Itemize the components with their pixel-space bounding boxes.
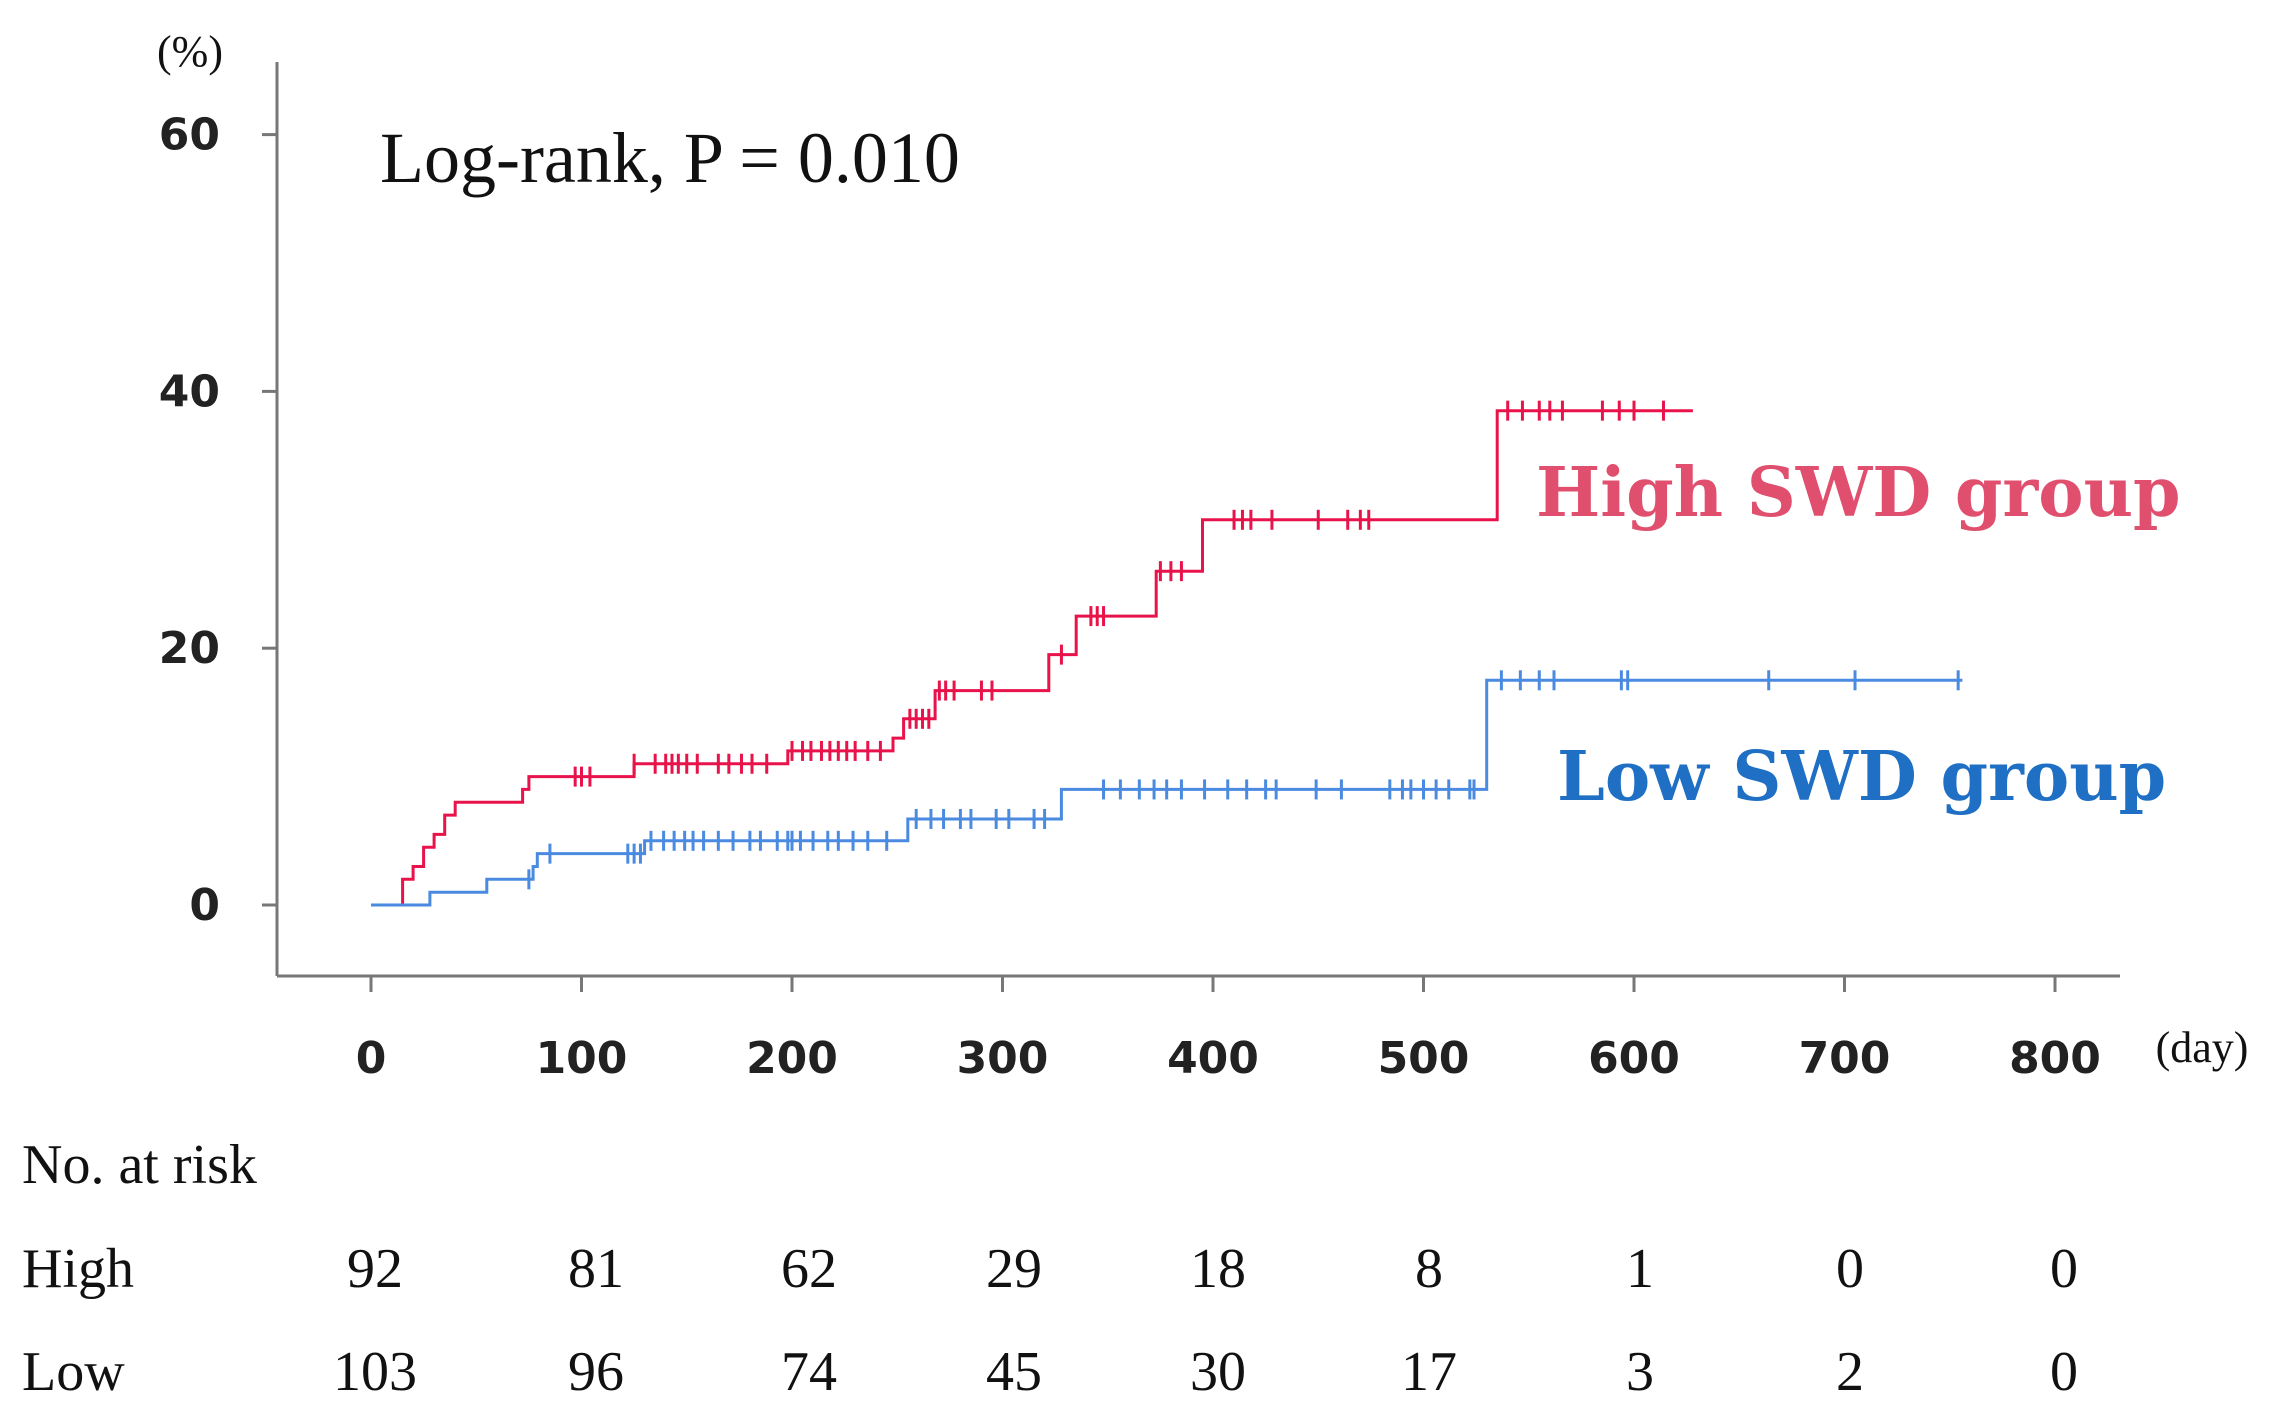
y-tick-label-40: 40 [159, 366, 220, 417]
risk-value-low-0: 103 [333, 1341, 417, 1403]
risk-value-high-1: 81 [568, 1238, 624, 1300]
series-line-high [371, 409, 1693, 907]
series-high [371, 400, 1693, 907]
y-unit-label: (%) [157, 27, 223, 76]
risk-value-low-8: 0 [2050, 1341, 2078, 1403]
x-tick-label-100: 100 [536, 1033, 628, 1084]
x-tick-label-600: 600 [1588, 1033, 1680, 1084]
risk-value-low-4: 30 [1190, 1341, 1246, 1403]
series-low [371, 670, 1963, 907]
risk-value-high-0: 92 [347, 1238, 403, 1300]
risk-table-title: No. at risk [22, 1134, 257, 1196]
risk-value-low-3: 45 [986, 1341, 1042, 1403]
risk-row-label-high: High [22, 1238, 134, 1300]
risk-value-high-3: 29 [986, 1238, 1042, 1300]
x-tick-label-500: 500 [1378, 1033, 1470, 1084]
axes [275, 62, 2120, 978]
x-tick-label-400: 400 [1167, 1033, 1259, 1084]
risk-value-high-8: 0 [2050, 1238, 2078, 1300]
series-label-low: Low SWD group [1557, 737, 2166, 817]
risk-value-high-2: 62 [781, 1238, 837, 1300]
x-tick-label-300: 300 [957, 1033, 1049, 1084]
y-tick-label-60: 60 [159, 110, 220, 161]
x-tick-label-800: 800 [2009, 1033, 2101, 1084]
risk-value-low-5: 17 [1401, 1341, 1457, 1403]
risk-value-high-7: 0 [1836, 1238, 1864, 1300]
x-ticks: 0 100 200 300 400 500 600 700 800 [356, 976, 2101, 1084]
y-tick-label-20: 20 [159, 623, 220, 674]
risk-row-label-low: Low [22, 1341, 125, 1403]
x-tick-label-200: 200 [746, 1033, 838, 1084]
series-label-high: High SWD group [1536, 453, 2181, 533]
risk-value-high-6: 1 [1626, 1238, 1654, 1300]
risk-value-low-7: 2 [1836, 1341, 1864, 1403]
y-ticks: 0 20 40 60 [159, 110, 277, 931]
y-tick-label-0: 0 [189, 880, 220, 931]
risk-value-high-5: 8 [1415, 1238, 1443, 1300]
risk-value-high-4: 18 [1190, 1238, 1246, 1300]
log-rank-annotation: Log-rank, P = 0.010 [380, 118, 960, 198]
x-unit-label: (day) [2156, 1023, 2249, 1072]
x-tick-label-700: 700 [1799, 1033, 1891, 1084]
x-tick-label-0: 0 [356, 1033, 387, 1084]
series-line-low [371, 678, 1963, 907]
risk-value-low-2: 74 [781, 1341, 837, 1403]
series-layer [371, 400, 1963, 907]
risk-value-low-6: 3 [1626, 1341, 1654, 1403]
risk-value-low-1: 96 [568, 1341, 624, 1403]
